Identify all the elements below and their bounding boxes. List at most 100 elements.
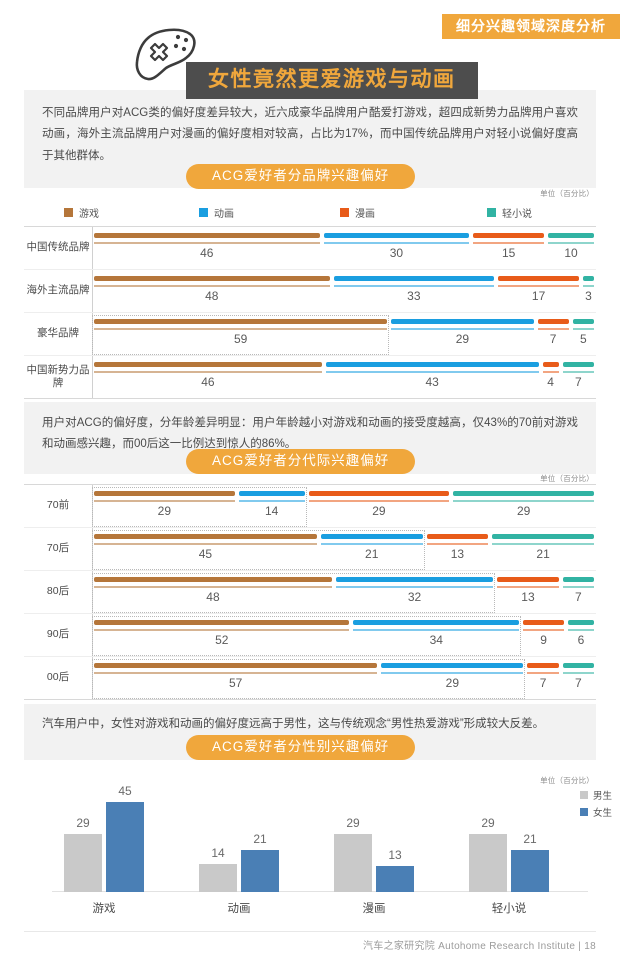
bar-underline (94, 500, 235, 502)
bar-value: 7 (575, 676, 582, 690)
column-value: 21 (523, 832, 537, 846)
chart3-grouped-bars: 29 45 游戏 14 21 动画 29 13 漫画 29 21 轻小说 (24, 768, 596, 918)
column-fill (199, 864, 237, 892)
table-row: 中国传统品牌 46 30 15 10 (24, 226, 596, 270)
bar-segment: 57 (92, 663, 379, 695)
bar-underline (548, 242, 594, 244)
row-label: 中国新势力品牌 (24, 356, 93, 398)
bar-fill (498, 276, 580, 281)
bar-segment: 32 (334, 577, 495, 609)
bar-underline (238, 500, 305, 502)
bar-value: 21 (536, 547, 550, 561)
bar-group: 29 21 (469, 772, 589, 892)
bar-underline (523, 629, 565, 631)
bar-value: 46 (201, 375, 215, 389)
bar-fill (335, 577, 494, 582)
table-row: 80后 48 32 13 7 (24, 571, 596, 614)
bar-value: 43 (425, 375, 439, 389)
column-bar: 29 (334, 816, 372, 892)
bar-segment: 7 (561, 577, 596, 609)
bar-fill (572, 319, 594, 324)
section2-pill: ACG爱好者分代际兴趣偏好 (186, 449, 416, 474)
bar-value: 15 (501, 246, 516, 260)
page-title: 女性竟然更爱游戏与动画 (186, 62, 478, 99)
bar-segment: 29 (92, 491, 237, 523)
column-bar: 21 (241, 832, 279, 892)
bar-fill (94, 362, 322, 367)
bar-value: 13 (521, 590, 535, 604)
bar-fill (325, 362, 539, 367)
bar-fill (381, 663, 524, 668)
gamepad-icon (128, 24, 202, 84)
bar-value: 7 (575, 590, 582, 604)
bar-segment: 29 (307, 491, 452, 523)
bar-value: 17 (531, 289, 546, 303)
bar-segment: 29 (451, 491, 596, 523)
bar-segment: 59 (92, 319, 389, 351)
bar-fill (426, 534, 489, 539)
bar-underline (94, 242, 320, 244)
legend-label-manga: 漫画 (355, 209, 375, 220)
legend-item-novel: 轻小说 (453, 205, 596, 220)
bar-value: 48 (205, 289, 219, 303)
bar-fill (320, 534, 423, 539)
legend-item-female: 女生 (579, 805, 612, 819)
bar-value: 59 (234, 332, 248, 346)
bar-fill (583, 276, 594, 281)
legend-swatch-game (64, 208, 73, 217)
bar-value: 48 (206, 590, 220, 604)
legend-swatch-male (579, 791, 588, 799)
column-value: 14 (211, 846, 225, 860)
bar-segment: 13 (495, 577, 561, 609)
bar-underline (94, 371, 322, 373)
row-label: 80后 (24, 571, 93, 613)
bar-underline (492, 543, 594, 545)
table-row: 海外主流品牌 48 33 17 3 (24, 270, 596, 313)
bar-group: 29 45 (64, 772, 184, 892)
bar-segment: 29 (379, 663, 525, 695)
bar-fill (453, 491, 594, 496)
row-label: 海外主流品牌 (24, 270, 93, 312)
column-value: 13 (388, 848, 402, 862)
legend-swatch-female (579, 808, 588, 816)
bar-fill (391, 319, 534, 324)
bar-underline (562, 672, 594, 674)
bar-segment: 33 (332, 276, 497, 308)
bar-underline (94, 328, 388, 330)
x-axis-label: 动画 (227, 903, 251, 915)
column-value: 21 (253, 832, 267, 846)
bar-underline (572, 328, 594, 330)
bar-segment: 4 (541, 362, 561, 394)
bar-track: 46 30 15 10 (92, 227, 596, 269)
chart3-baseline (52, 891, 588, 892)
bar-underline (94, 672, 378, 674)
bar-fill (492, 534, 594, 539)
bar-group: 29 13 (334, 772, 454, 892)
column-value: 45 (118, 784, 132, 798)
bar-value: 4 (547, 375, 554, 389)
row-label: 豪华品牌 (24, 313, 93, 355)
column-value: 29 (76, 816, 90, 830)
bar-fill (238, 491, 305, 496)
bar-value: 3 (585, 289, 592, 303)
column-fill (511, 850, 549, 892)
bar-underline (527, 672, 559, 674)
bar-track: 48 33 17 3 (92, 270, 596, 312)
bar-underline (323, 242, 470, 244)
section1-unit: 单位（百分比） (540, 189, 594, 198)
table-row: 90后 52 34 9 6 (24, 614, 596, 657)
bar-underline (94, 285, 330, 287)
bar-value: 46 (200, 246, 214, 260)
bar-value: 29 (372, 504, 386, 518)
bar-fill (497, 577, 559, 582)
x-axis-label: 漫画 (362, 903, 386, 915)
column-bar: 45 (106, 784, 144, 892)
column-value: 29 (346, 816, 360, 830)
row-label: 00后 (24, 657, 93, 699)
legend-item-manga: 漫画 (310, 205, 453, 220)
bar-segment: 46 (92, 362, 324, 394)
bar-underline (353, 629, 520, 631)
row-label: 70后 (24, 528, 93, 570)
legend-swatch-novel (487, 208, 496, 217)
